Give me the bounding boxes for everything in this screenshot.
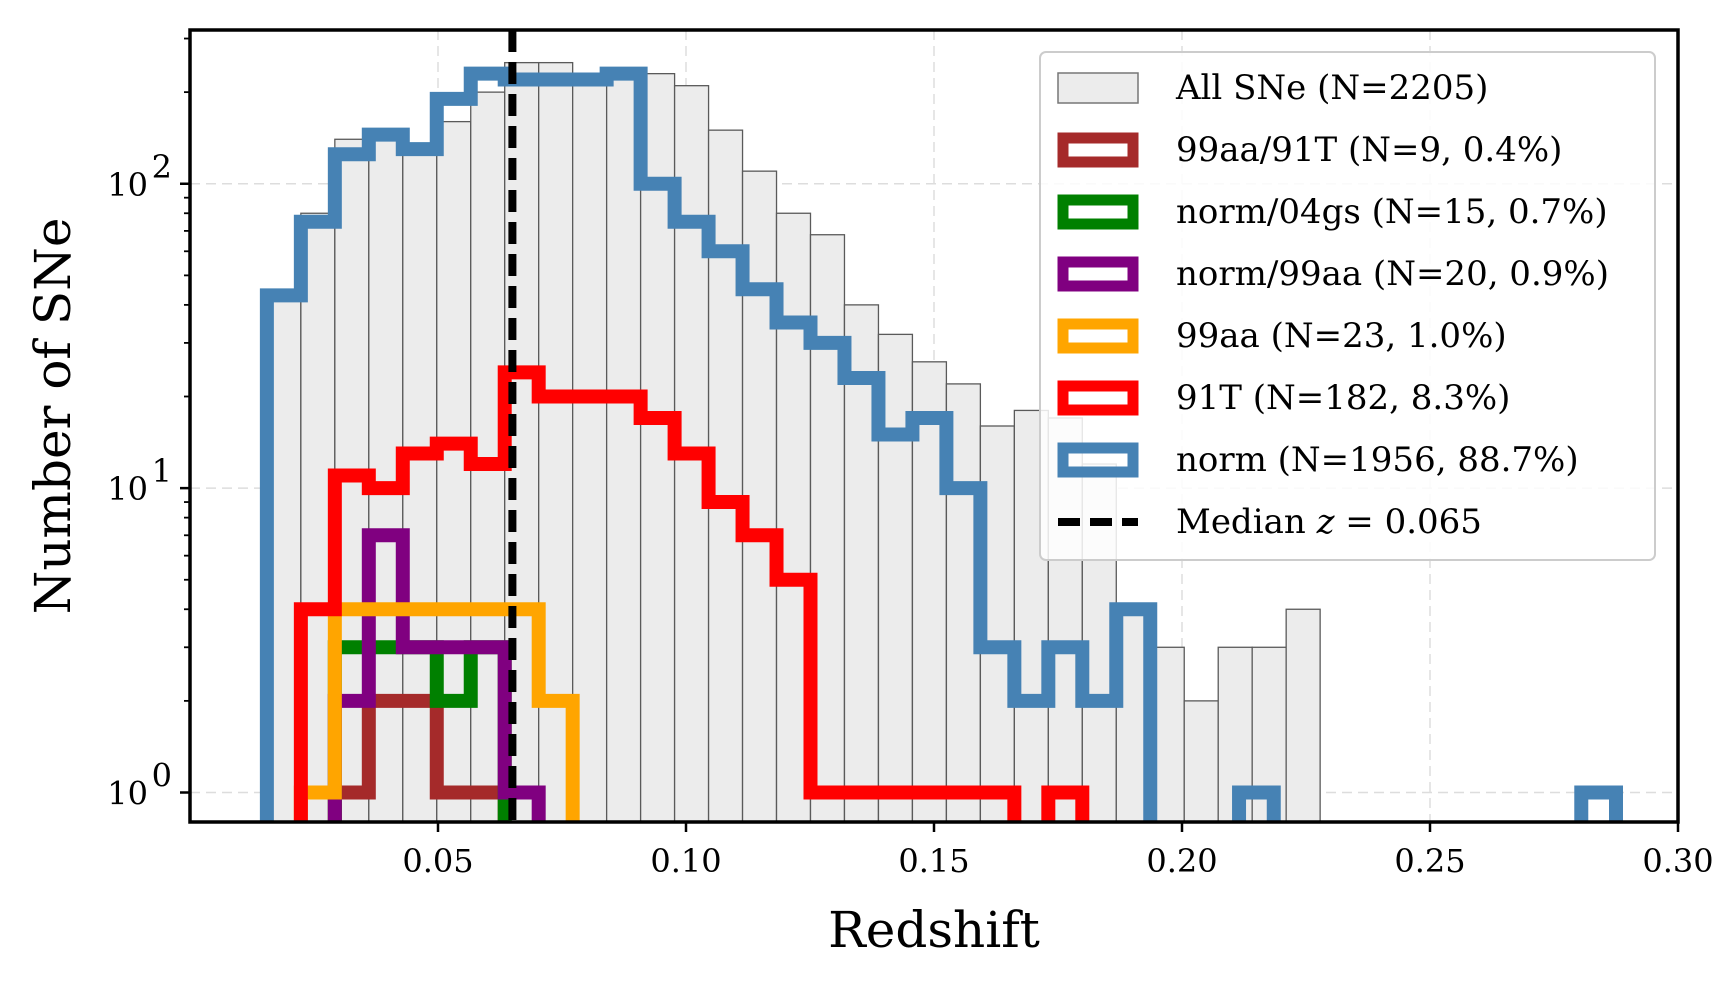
y-tick-label-0: 10	[107, 775, 148, 813]
y-tick-label-1: 10	[107, 470, 148, 508]
legend: All SNe (N=2205) 99aa/91T (N=9, 0.4%) norm…	[1039, 51, 1656, 561]
x-tick-label-0: 0.05	[402, 842, 473, 880]
x-tick-label-2: 0.15	[898, 842, 969, 880]
x-tick-label-3: 0.20	[1146, 842, 1217, 880]
series-step-0	[327, 693, 512, 822]
x-tick-label-4: 0.25	[1394, 842, 1465, 880]
legend-label-series-3: 99aa (N=23, 1.0%)	[1176, 316, 1507, 356]
x-axis-title: Redshift	[828, 901, 1040, 959]
y-tick-exponent-0: 0	[152, 757, 172, 795]
legend-frame	[1039, 51, 1656, 561]
norm-outlier-bin-1	[1574, 785, 1623, 822]
legend-patch-series-0	[1057, 132, 1139, 168]
legend-patch-series-1	[1057, 194, 1139, 230]
legend-patch-series-3	[1057, 318, 1139, 354]
x-tick-label-5: 0.30	[1642, 842, 1713, 880]
legend-label-series-5: norm (N=1956, 88.7%)	[1176, 440, 1579, 480]
y-tick-label-2: 10	[107, 166, 148, 204]
legend-label-series-4: 91T (N=182, 8.3%)	[1176, 378, 1510, 418]
y-tick-exponent-2: 2	[152, 148, 172, 186]
legend-patch-all-sne	[1057, 72, 1139, 104]
y-axis-title: Number of SNe	[24, 218, 82, 615]
legend-label-all-sne: All SNe (N=2205)	[1175, 68, 1488, 108]
legend-patch-series-5	[1057, 442, 1139, 478]
y-tick-exponent-1: 1	[152, 452, 172, 490]
x-tick-label-1: 0.10	[650, 842, 721, 880]
series-step-4	[293, 365, 1090, 822]
series-step-5	[259, 66, 1158, 822]
legend-label-series-1: norm/04gs (N=15, 0.7%)	[1176, 192, 1608, 232]
all-sne-bar-27	[1183, 700, 1219, 822]
legend-label-series-2: norm/99aa (N=20, 0.9%)	[1176, 254, 1609, 294]
legend-label-median: Median z = 0.065	[1176, 502, 1482, 542]
legend-label-series-0: 99aa/91T (N=9, 0.4%)	[1176, 130, 1562, 170]
all-sne-bar-30	[1285, 608, 1321, 822]
legend-patch-series-2	[1057, 256, 1139, 292]
all-sne-bar-10	[605, 78, 642, 822]
legend-patch-series-4	[1057, 380, 1139, 416]
norm-outlier-bin-0	[1232, 785, 1281, 822]
step-histograms	[259, 66, 1623, 822]
